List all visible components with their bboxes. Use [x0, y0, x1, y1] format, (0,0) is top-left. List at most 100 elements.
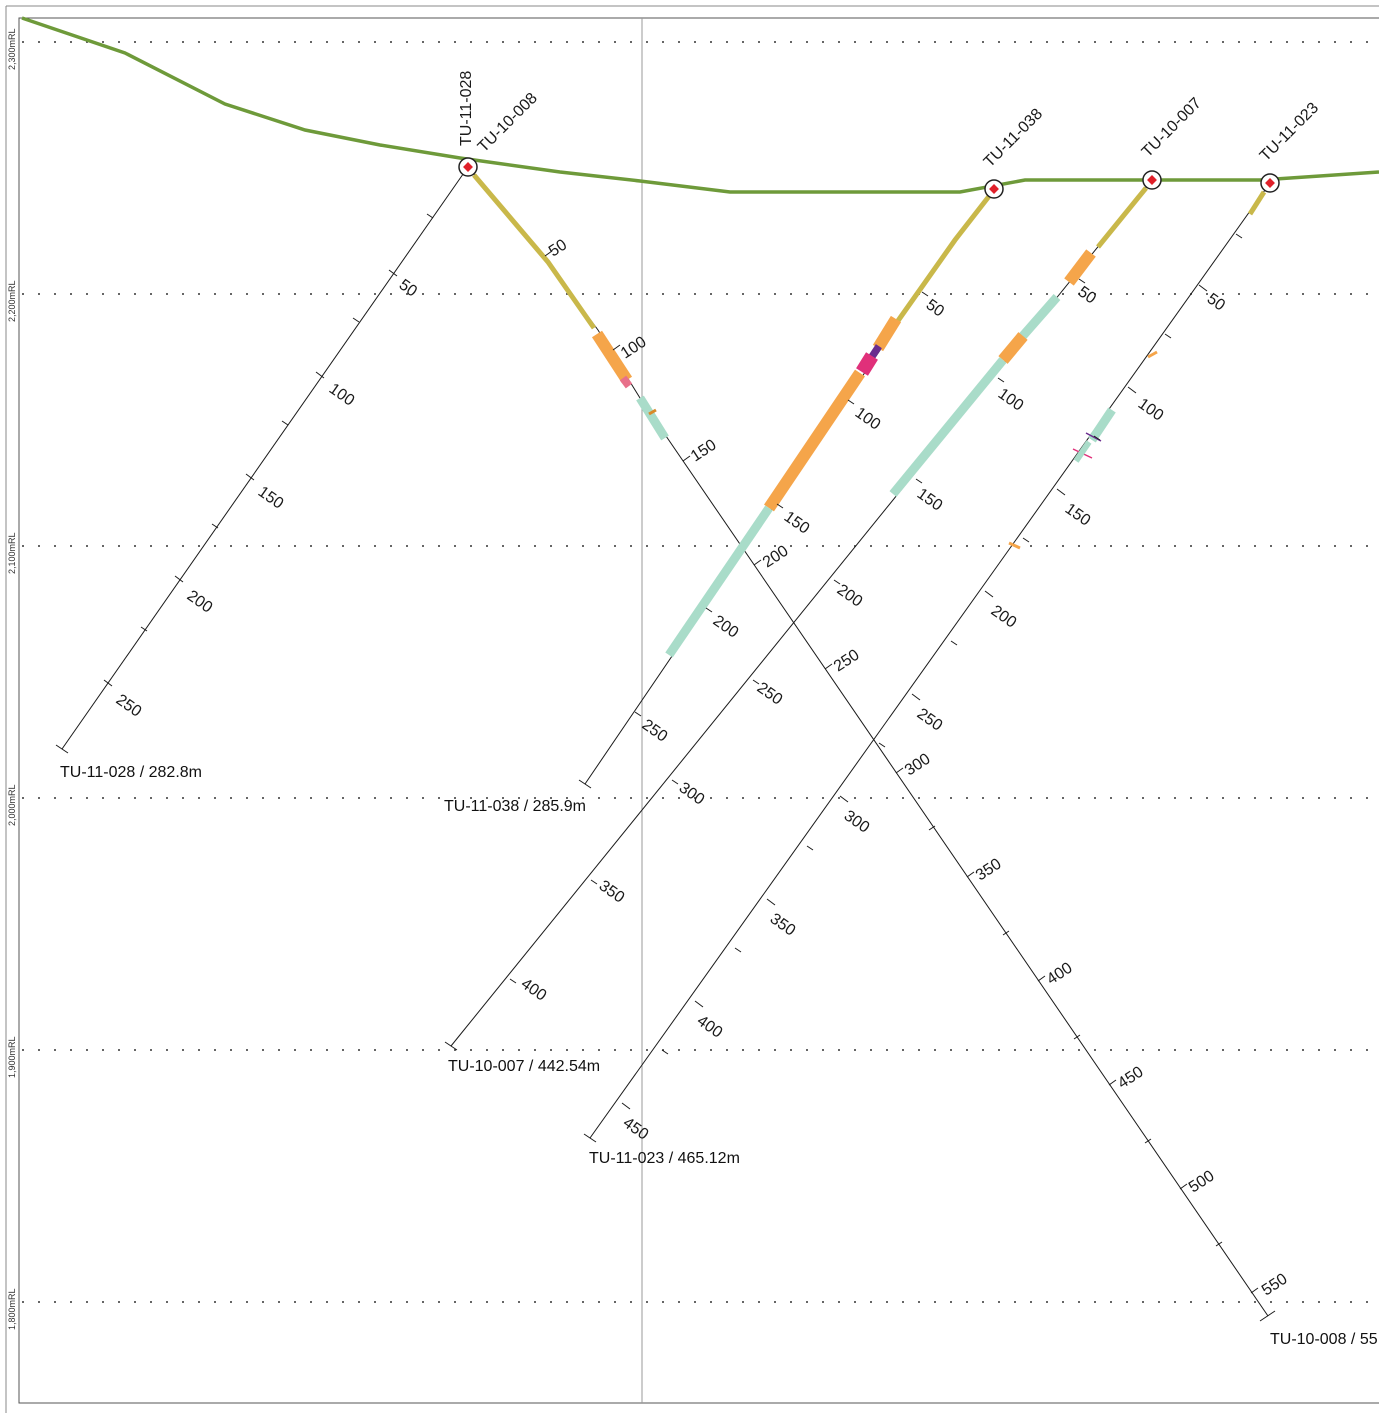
depth-tick	[388, 269, 398, 277]
hole-end-cap	[444, 1041, 458, 1051]
orange-interval	[764, 369, 865, 512]
depth-tick	[352, 317, 360, 323]
depth-tick	[1215, 1241, 1223, 1247]
purple-interval	[868, 344, 882, 360]
collar-marker-diamond	[463, 162, 473, 172]
rl-label-2100: 2,100mRL	[7, 532, 17, 574]
depth-tick	[1144, 1138, 1152, 1144]
depth-tick	[915, 478, 923, 484]
section-frame	[18, 17, 1379, 1404]
depth-tick	[1078, 278, 1086, 284]
depth-tick	[1002, 930, 1010, 936]
depth-tick	[509, 978, 517, 984]
hole-end-cap	[578, 779, 592, 789]
depth-tick	[103, 679, 113, 687]
drillhole-tu-10-008[interactable]: 50 100 150 200 250 300 350 400 450 500 5…	[467, 166, 1378, 1348]
collar-marker-diamond	[1265, 178, 1275, 188]
green-interval	[1017, 294, 1061, 341]
depth-tick	[682, 455, 691, 462]
green-interval	[1073, 440, 1092, 463]
depth-tick	[734, 947, 742, 953]
depth-tick	[776, 503, 784, 509]
collar-marker-diamond	[1147, 175, 1157, 185]
yellow-interval	[1096, 186, 1148, 249]
depth-tick	[928, 825, 936, 831]
drillhole-tu-11-038[interactable]: 50 100 150 200 250 TU-11-038 / 285.9m	[444, 188, 995, 815]
orange-marker	[1008, 541, 1021, 550]
depth-tick	[895, 767, 904, 774]
depth-tick	[590, 879, 598, 885]
depth-tick	[839, 795, 849, 803]
depth-tick	[426, 213, 434, 219]
depth-tick	[966, 871, 975, 878]
hole-end-label: TU-10-007 / 442.54m	[448, 1058, 600, 1075]
yellow-interval	[472, 173, 597, 330]
collar-tu-11-028[interactable]	[458, 157, 478, 177]
rl-label-1900: 1,900mRL	[7, 1036, 17, 1078]
depth-tick	[621, 1102, 631, 1110]
orange-interval	[872, 315, 902, 352]
rl-axis-labels: 2,300mRL 2,200mRL 2,100mRL 2,000mRL 1,90…	[7, 28, 17, 1330]
depth-tick	[1250, 1287, 1259, 1294]
depth-tick	[1093, 435, 1101, 441]
depth-tick	[1037, 975, 1046, 982]
orange-interval	[998, 332, 1028, 364]
rl-label-2000: 2,000mRL	[7, 784, 17, 826]
depth-tick	[245, 473, 255, 481]
green-interval	[1088, 407, 1116, 443]
collar-tu-11-038[interactable]	[984, 179, 1004, 199]
depth-tick	[1073, 1034, 1081, 1040]
depth-tick	[833, 579, 841, 585]
depth-tick	[544, 250, 553, 257]
hole-end-label: TU-10-008 / 55	[1270, 1331, 1378, 1348]
purple-marker	[1085, 432, 1102, 442]
pink-interval	[619, 375, 633, 389]
hole-end-label: TU-11-028 / 282.8m	[60, 764, 202, 781]
orange-marker	[648, 408, 657, 416]
depth-tick	[824, 663, 833, 670]
hole-trace	[61, 166, 469, 750]
hole-end-cap	[1259, 1310, 1276, 1322]
depth-tick	[997, 377, 1005, 383]
depth-tick	[984, 590, 994, 598]
depth-tick	[752, 679, 760, 685]
hole-end-cap	[55, 744, 69, 754]
green-interval	[665, 505, 773, 658]
depth-tick	[766, 898, 776, 906]
depth-tick	[878, 742, 886, 748]
green-interval	[636, 395, 669, 441]
orange-marker	[1147, 350, 1158, 359]
topography-surface-line	[21, 16, 1379, 194]
orange-interval	[591, 330, 633, 384]
hole-end-label: TU-11-038 / 285.9m	[444, 798, 586, 815]
depth-tick	[1056, 488, 1066, 496]
depth-tick	[806, 845, 814, 851]
depth-tick	[174, 575, 184, 583]
depth-tick	[1108, 1079, 1117, 1086]
depth-tick	[634, 711, 642, 717]
rl-label-2300: 2,300mRL	[7, 28, 17, 70]
depth-tick	[211, 523, 219, 529]
yellow-interval	[892, 193, 992, 327]
collar-tu-11-023[interactable]	[1260, 173, 1280, 193]
depth-tick	[315, 371, 325, 379]
depth-tick	[911, 693, 921, 701]
depth-tick	[1164, 333, 1172, 339]
yellow-interval	[1247, 190, 1267, 216]
depth-tick	[1235, 233, 1243, 239]
depth-tick	[694, 1000, 704, 1008]
depth-tick	[661, 1049, 669, 1055]
depth-tick	[1198, 284, 1208, 292]
depth-tick	[753, 559, 762, 566]
collar-tu-10-007[interactable]	[1142, 170, 1162, 190]
depth-tick	[671, 779, 679, 785]
rl-label-1800: 1,800mRL	[7, 1288, 17, 1330]
green-interval	[889, 357, 1007, 497]
hole-end-cap	[583, 1133, 597, 1143]
hole-end-label: TU-11-023 / 465.12m	[589, 1150, 740, 1167]
depth-tick	[1179, 1183, 1188, 1190]
rl-label-2200: 2,200mRL	[7, 280, 17, 322]
depth-tick	[950, 640, 958, 646]
depth-tick	[281, 420, 289, 426]
